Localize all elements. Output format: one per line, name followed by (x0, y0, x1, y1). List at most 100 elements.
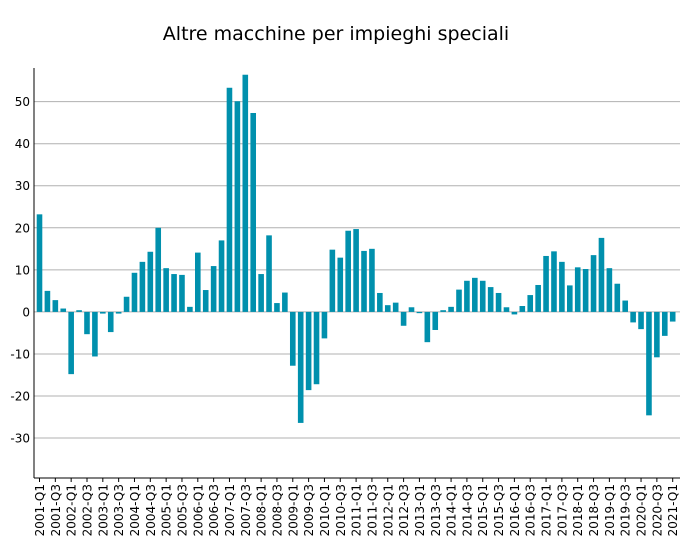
bar: 2001-Q2: 5 (44, 290, 51, 312)
x-tick-label: 2001-Q1 (33, 484, 47, 536)
bar: 2012-Q1: 1.6 (384, 305, 391, 312)
bar: 2015-Q2: 5.9 (487, 287, 494, 312)
bar: 2007-Q1: 53.3 (226, 87, 233, 312)
bar: 2007-Q3: 56.4 (242, 74, 249, 312)
bar: 2018-Q1: 10.6 (574, 267, 581, 312)
bar: 2019-Q2: 6.7 (614, 283, 621, 312)
bar: 2013-Q3: -4.3 (432, 311, 439, 330)
x-tick-label: 2009-Q3 (302, 484, 316, 536)
bar: 2011-Q4: 4.5 (377, 292, 383, 312)
bar: 2017-Q4: 6.3 (567, 285, 573, 312)
x-tick-label: 2008-Q1 (255, 484, 269, 536)
bar: 2013-Q4: 0.4 (440, 310, 446, 312)
x-tick-label: 2013-Q1 (413, 484, 427, 536)
bar: 2008-Q2: 18.2 (266, 235, 272, 312)
bar: 2012-Q3: -3.3 (400, 311, 407, 326)
bar: 2006-Q3: 10.9 (210, 266, 217, 312)
y-tick-label: 50 (15, 95, 30, 109)
bar: 2018-Q4: 17.6 (598, 237, 605, 312)
x-tick-label: 2016-Q3 (524, 484, 538, 536)
y-tick-label: -30 (10, 432, 30, 446)
x-tick-label: 2002-Q1 (65, 484, 79, 536)
x-tick-label: 2006-Q1 (191, 484, 205, 536)
bar: 2008-Q4: 4.6 (282, 292, 288, 312)
bar: 2003-Q4: 3.6 (123, 296, 130, 312)
bar: 2003-Q3: -0.4 (115, 311, 122, 314)
bar: 2016-Q3: 4 (527, 295, 534, 312)
bar: 2006-Q2: 5.2 (202, 290, 209, 312)
bar: 2020-Q1: -4.1 (638, 311, 644, 330)
y-tick-label: -20 (10, 390, 30, 404)
bar: 2008-Q3: 2.1 (274, 303, 280, 312)
bar: 2001-Q3: 2.8 (52, 300, 59, 312)
bar: 2020-Q3: -10.8 (654, 311, 660, 358)
x-tick-label: 2012-Q3 (397, 484, 411, 536)
bar: 2017-Q3: 11.9 (559, 261, 565, 312)
x-tick-label: 2006-Q3 (207, 484, 221, 536)
x-tick-label: 2004-Q1 (128, 484, 142, 536)
axes (33, 68, 680, 479)
bar: 2017-Q2: 14.4 (551, 251, 557, 312)
x-tick-label: 2014-Q1 (445, 484, 459, 536)
bar: 2016-Q1: -0.6 (511, 311, 518, 315)
x-tick-label: 2017-Q3 (555, 484, 569, 536)
bar: 2014-Q2: 5.3 (456, 289, 462, 312)
x-tick-label: 2020-Q1 (635, 484, 649, 536)
bars: 2001-Q1: 23.22001-Q2: 52001-Q3: 2.82001-… (36, 74, 676, 423)
bar: 2017-Q1: 13.3 (543, 255, 549, 312)
bar: 2016-Q4: 6.4 (535, 284, 541, 312)
y-tick-label: 20 (15, 221, 30, 235)
bar: 2010-Q2: 14.8 (329, 249, 336, 312)
bar: 2010-Q1: -6.3 (321, 311, 328, 339)
bar: 2012-Q2: 2.2 (392, 302, 399, 312)
bar: 2004-Q4: 20 (155, 227, 162, 312)
bar: 2011-Q2: 14.5 (361, 250, 367, 312)
bar: 2014-Q1: 1.2 (448, 306, 454, 312)
bar: 2001-Q1: 23.2 (36, 214, 43, 312)
bar: 2015-Q4: 1.1 (503, 307, 510, 312)
bar: 2019-Q4: -2.5 (630, 311, 636, 323)
bar: 2014-Q3: 7.4 (464, 280, 470, 312)
x-tick-label: 2008-Q3 (270, 484, 284, 536)
y-tick-label: -10 (10, 347, 30, 361)
bar: 2009-Q3: -18.6 (305, 311, 312, 391)
x-tick-label: 2016-Q1 (508, 484, 522, 536)
bar: 2018-Q3: 13.5 (590, 255, 597, 312)
x-tick-label: 2019-Q1 (603, 484, 617, 536)
x-tick-label: 2017-Q1 (540, 484, 554, 536)
bar: 2004-Q1: 9.3 (131, 272, 138, 312)
x-tick-label: 2005-Q1 (160, 484, 174, 536)
bar: 2002-Q2: 0.4 (76, 310, 82, 312)
bar: 2007-Q2: 50.1 (234, 101, 241, 312)
x-tick-label: 2007-Q3 (239, 484, 253, 536)
bar: 2020-Q4: -5.7 (661, 311, 668, 336)
bar: 2003-Q2: -4.8 (107, 311, 114, 333)
x-tick-label: 2019-Q3 (619, 484, 633, 536)
x-tick-label: 2003-Q3 (112, 484, 126, 536)
bar: 2004-Q2: 11.9 (139, 261, 146, 312)
bar: 2007-Q4: 47.3 (250, 112, 257, 312)
bar: 2005-Q2: 9 (171, 274, 177, 312)
x-tick-label: 2014-Q3 (460, 484, 474, 536)
bar: 2018-Q2: 10.2 (582, 269, 589, 312)
y-tick-label: 30 (15, 179, 30, 193)
bar: 2015-Q1: 7.4 (479, 280, 486, 312)
x-tick-label: 2005-Q3 (175, 484, 189, 536)
bar: 2012-Q4: 1.1 (408, 307, 415, 312)
x-tick-label: 2010-Q1 (318, 484, 332, 536)
bar: 2002-Q3: -5.3 (84, 311, 90, 335)
x-tick-label: 2018-Q1 (571, 484, 585, 536)
x-tick-label: 2007-Q1 (223, 484, 237, 536)
bar: 2020-Q2: -24.6 (646, 311, 652, 416)
bar: 2003-Q1: -0.4 (100, 311, 106, 314)
bar: 2010-Q4: 19.3 (345, 230, 351, 312)
bar: 2009-Q4: -17.2 (313, 311, 320, 385)
x-tick-label: 2012-Q1 (381, 484, 395, 536)
x-tick-labels: 2001-Q1 2001-Q3 2002-Q1 2002-Q3 2003-Q1 2003-… (33, 478, 680, 536)
bar: 2004-Q3: 14.3 (147, 251, 154, 312)
x-tick-label: 2004-Q3 (144, 484, 158, 536)
bar: 2002-Q1: -14.8 (68, 311, 74, 375)
chart-title: Altre macchine per impieghi speciali (163, 23, 509, 45)
bar: 2011-Q1: 19.7 (353, 229, 359, 312)
